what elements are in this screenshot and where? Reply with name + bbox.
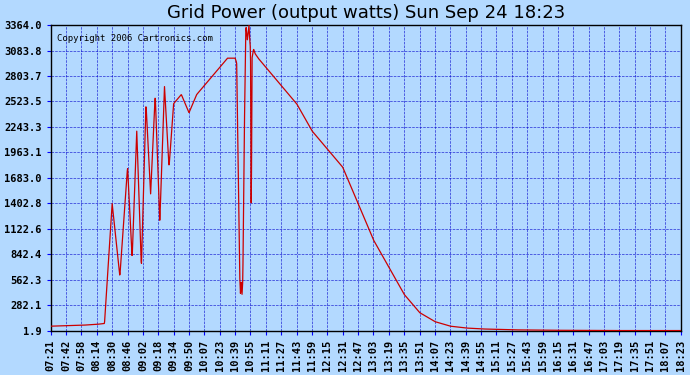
Title: Grid Power (output watts) Sun Sep 24 18:23: Grid Power (output watts) Sun Sep 24 18:… (167, 4, 565, 22)
Text: Copyright 2006 Cartronics.com: Copyright 2006 Cartronics.com (57, 34, 213, 43)
